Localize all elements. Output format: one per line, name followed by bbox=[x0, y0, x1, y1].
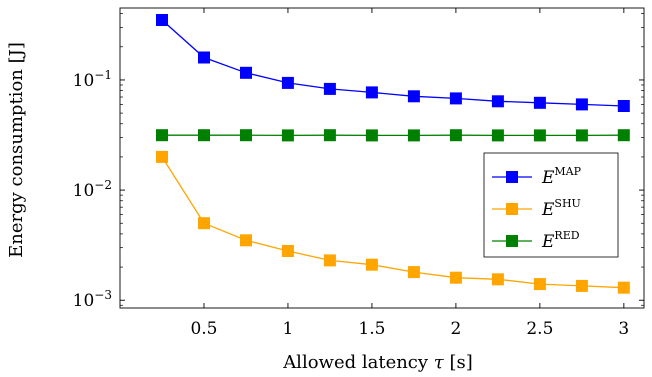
data-point-red bbox=[323, 129, 336, 142]
data-point-map bbox=[323, 82, 336, 95]
data-point-map bbox=[617, 100, 630, 112]
data-point-map bbox=[365, 86, 378, 99]
legend-label-shu: ESHU bbox=[541, 197, 581, 220]
data-point-map bbox=[198, 51, 210, 64]
y-tick-label: 10−2 bbox=[73, 178, 112, 201]
data-point-shu bbox=[323, 254, 336, 267]
plot-border bbox=[119, 7, 645, 309]
y-axis-label: Energy consumption [J] bbox=[6, 42, 27, 258]
data-point-red bbox=[407, 129, 420, 142]
legend-marker-map bbox=[506, 171, 518, 183]
x-tick-label: 0.5 bbox=[190, 319, 217, 339]
data-point-shu bbox=[198, 217, 210, 230]
data-point-shu bbox=[156, 150, 168, 163]
legend-label-map: EMAP bbox=[541, 165, 582, 188]
data-point-red bbox=[449, 129, 462, 142]
legend-marker-shu bbox=[506, 203, 518, 215]
data-point-shu bbox=[575, 279, 588, 292]
series-line-map bbox=[161, 19, 624, 107]
x-tick-label: 3 bbox=[618, 319, 629, 339]
data-point-red bbox=[491, 129, 504, 142]
x-axis-label: Allowed latency τ [s] bbox=[282, 352, 473, 373]
x-tick-label: 1 bbox=[283, 319, 294, 339]
x-tick-label: 1.5 bbox=[358, 319, 385, 339]
x-axis: 0.5 1 1.5 2 2.5 3 bbox=[190, 8, 629, 339]
data-point-red bbox=[365, 129, 378, 142]
y-tick-label: 10−3 bbox=[73, 288, 112, 311]
data-point-map bbox=[407, 90, 420, 103]
data-point-map bbox=[491, 95, 504, 108]
plot-frame bbox=[119, 7, 645, 309]
legend-label-red: ERED bbox=[541, 229, 580, 252]
data-point-shu bbox=[407, 266, 420, 279]
data-point-map bbox=[240, 66, 252, 79]
data-point-red bbox=[617, 129, 630, 142]
data-point-red bbox=[240, 129, 252, 142]
data-point-shu bbox=[365, 258, 378, 271]
data-point-map bbox=[281, 76, 294, 89]
data-point-shu bbox=[533, 278, 546, 291]
data-point-map bbox=[449, 92, 462, 105]
data-point-shu bbox=[491, 273, 504, 286]
data-point-shu bbox=[240, 234, 252, 247]
data-point-map bbox=[156, 14, 168, 26]
data-point-red bbox=[533, 129, 546, 142]
data-point-shu bbox=[617, 281, 630, 294]
series-line-shu bbox=[161, 156, 624, 289]
y-tick-label: 10−1 bbox=[73, 68, 112, 91]
legend-marker-red bbox=[506, 235, 518, 247]
data-point-map bbox=[575, 98, 588, 111]
y-axis: 10−3 10−2 10−1 bbox=[73, 13, 644, 311]
data-point-shu bbox=[449, 271, 462, 284]
data-point-red bbox=[281, 129, 294, 142]
x-tick-label: 2 bbox=[450, 319, 461, 339]
data-point-red bbox=[198, 129, 210, 142]
data-point-red bbox=[575, 129, 588, 142]
legend: EMAP ESHU ERED bbox=[483, 152, 619, 258]
data-point-map bbox=[533, 96, 546, 109]
series-layer bbox=[156, 14, 630, 294]
x-tick-label: 2.5 bbox=[526, 319, 553, 339]
data-point-shu bbox=[281, 245, 294, 257]
data-point-red bbox=[156, 129, 168, 142]
